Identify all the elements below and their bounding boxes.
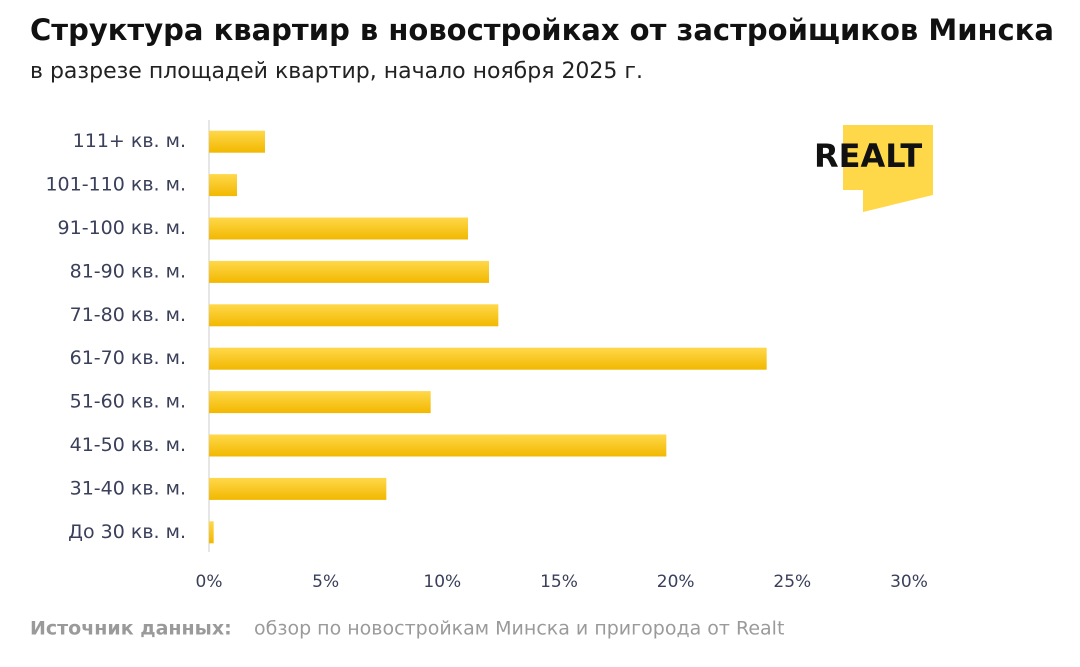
bar <box>209 217 468 240</box>
y-tick-label: 101-110 кв. м. <box>45 174 186 196</box>
y-tick-label: 51-60 кв. м. <box>70 391 186 413</box>
logo-shape <box>843 125 933 212</box>
y-tick-label: 31-40 кв. м. <box>70 477 186 499</box>
y-tick-label: До 30 кв. м. <box>68 521 186 543</box>
source-text: обзор по новостройкам Минска и пригорода… <box>254 618 784 640</box>
y-tick-label: 91-100 кв. м. <box>58 217 186 239</box>
y-tick-label: 41-50 кв. м. <box>70 434 186 456</box>
y-tick-label: 81-90 кв. м. <box>70 260 186 282</box>
bar <box>209 391 431 414</box>
x-tick-label: 15% <box>540 572 578 592</box>
y-tick-label: 61-70 кв. м. <box>70 347 186 369</box>
x-tick-label: 20% <box>657 572 695 592</box>
y-tick-label: 71-80 кв. м. <box>70 304 186 326</box>
chart-title: Структура квартир в новостройках от заст… <box>30 13 1054 47</box>
chart-subtitle: в разрезе площадей квартир, начало ноябр… <box>30 59 643 84</box>
logo: REALT <box>814 137 922 175</box>
x-tick-label: 10% <box>423 572 461 592</box>
bar <box>209 521 214 544</box>
x-tick-label: 5% <box>312 572 339 592</box>
bar <box>209 434 667 457</box>
x-tick-label: 25% <box>773 572 811 592</box>
x-tick-label: 0% <box>196 572 223 592</box>
bar <box>209 260 489 283</box>
bar <box>209 477 387 500</box>
source-label: Источник данных: <box>30 618 232 640</box>
bar <box>209 174 237 197</box>
y-tick-label: 111+ кв. м. <box>73 130 186 152</box>
bar <box>209 304 499 327</box>
x-tick-label: 30% <box>890 572 928 592</box>
bar <box>209 347 767 370</box>
bar <box>209 130 265 153</box>
